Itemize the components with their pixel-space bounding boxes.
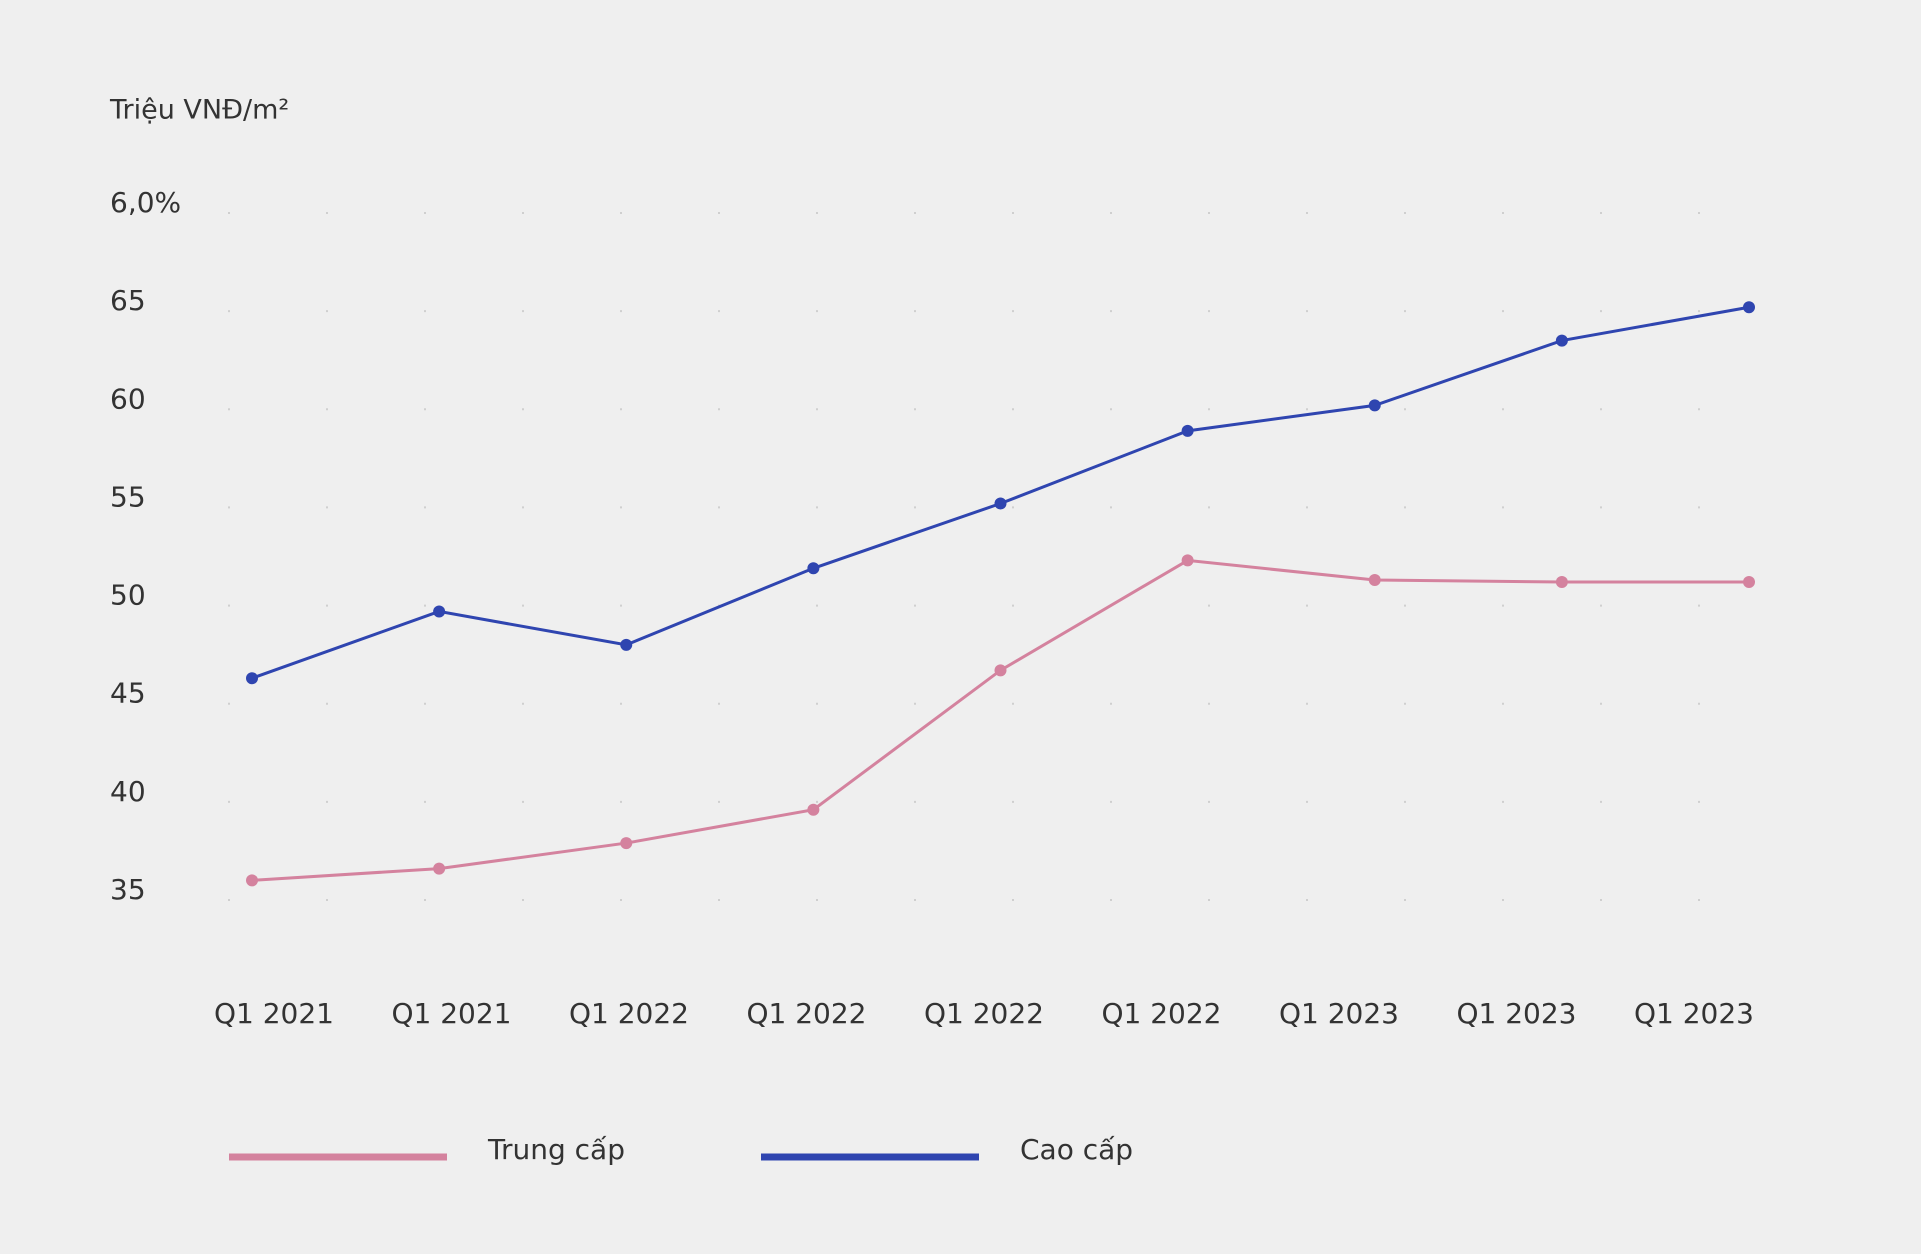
- x-tick-label: Q1 2023: [1456, 997, 1576, 1030]
- data-point: [1555, 334, 1568, 347]
- y-tick-label: 65: [110, 284, 146, 317]
- data-point: [246, 672, 258, 685]
- x-tick-label: Q1 2021: [391, 997, 511, 1030]
- legend-label: Trung cấp: [487, 1133, 625, 1166]
- data-point: [1743, 576, 1755, 589]
- data-point: [1555, 576, 1568, 589]
- data-point: [994, 497, 1007, 510]
- data-point: [1181, 554, 1194, 567]
- data-point: [1743, 301, 1755, 314]
- x-tick-label: Q1 2021: [214, 997, 334, 1030]
- x-tick-label: Q1 2022: [746, 997, 866, 1030]
- y-tick-label: 40: [110, 775, 146, 808]
- y-tick-label: 6,0%: [110, 186, 181, 219]
- data-point: [433, 605, 446, 618]
- x-tick-label: Q1 2023: [1279, 997, 1399, 1030]
- x-tick-label: Q1 2023: [1634, 997, 1754, 1030]
- data-point: [1181, 424, 1194, 437]
- data-point: [1368, 399, 1381, 412]
- data-point: [807, 803, 820, 816]
- data-point: [620, 638, 633, 651]
- y-tick-label: 55: [110, 480, 146, 513]
- y-tick-label: 60: [110, 382, 146, 415]
- y-tick-label: 45: [110, 677, 146, 710]
- x-tick-label: Q1 2022: [569, 997, 689, 1030]
- data-point: [246, 874, 258, 887]
- data-point: [994, 664, 1007, 677]
- data-point: [807, 562, 820, 575]
- y-axis-label: Triệu VNĐ/m²: [109, 95, 289, 126]
- x-tick-label: Q1 2022: [1101, 997, 1221, 1030]
- data-point: [433, 862, 446, 875]
- legend-label: Cao cấp: [1020, 1133, 1133, 1166]
- x-tick-label: Q1 2022: [924, 997, 1044, 1030]
- y-tick-label: 35: [110, 873, 146, 906]
- data-point: [620, 837, 633, 850]
- y-tick-label: 50: [110, 579, 146, 612]
- data-point: [1368, 574, 1381, 587]
